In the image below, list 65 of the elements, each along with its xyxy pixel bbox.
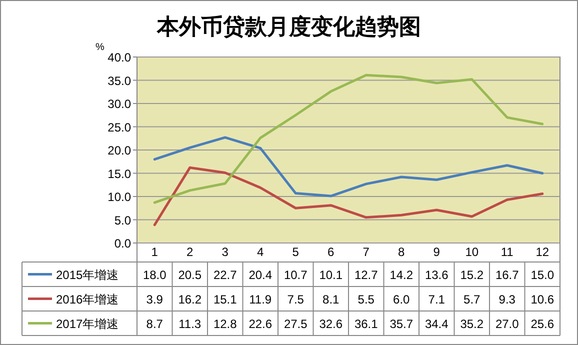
y-tick-label: 5.0: [114, 213, 132, 228]
x-tick-label: 6: [328, 245, 335, 259]
data-label: 6.0: [393, 292, 410, 306]
y-tick-label: 0.0: [114, 236, 132, 250]
data-label: 35.7: [390, 316, 414, 331]
data-label: 25.6: [530, 316, 554, 331]
x-tick-label: 9: [433, 245, 440, 259]
data-label: 11.9: [249, 292, 272, 306]
y-tick-label: 20.0: [108, 144, 132, 158]
y-axis-title: %: [96, 42, 105, 53]
y-tick-label: 35.0: [108, 74, 132, 88]
x-tick-label: 12: [536, 245, 550, 259]
x-tick-label: 1: [151, 245, 158, 259]
data-label: 12.7: [354, 268, 378, 282]
data-label: 13.6: [424, 268, 449, 282]
data-label: 36.1: [354, 316, 378, 331]
data-label: 10.6: [530, 292, 554, 306]
data-label: 27.5: [284, 316, 308, 331]
x-tick-label: 11: [500, 245, 514, 259]
data-label: 8.1: [322, 292, 340, 306]
data-label: 10.1: [319, 268, 343, 282]
data-label: 15.2: [460, 268, 484, 282]
data-label: 11.3: [178, 316, 202, 331]
y-tick-label: 40.0: [108, 50, 132, 64]
data-label: 27.0: [495, 316, 520, 331]
chart-title: 本外币贷款月度变化趋势图: [156, 14, 421, 39]
data-label: 10.7: [284, 268, 308, 282]
data-label: 3.9: [146, 292, 164, 306]
data-label: 34.4: [424, 316, 449, 331]
data-label: 15.0: [530, 268, 554, 282]
x-tick-label: 4: [257, 245, 264, 259]
x-tick-label: 2: [186, 245, 194, 259]
data-label: 18.0: [142, 268, 167, 282]
data-label: 15.1: [213, 292, 238, 306]
y-tick-label: 10.0: [108, 190, 132, 204]
data-label: 22.7: [213, 268, 238, 282]
data-label: 22.6: [248, 316, 272, 331]
data-label: 35.2: [460, 316, 484, 331]
data-label: 9.3: [498, 292, 516, 306]
data-label: 14.2: [390, 268, 414, 282]
data-label: 8.7: [146, 316, 164, 331]
data-label: 20.5: [178, 268, 202, 282]
line-series: [153, 136, 544, 198]
y-tick-label: 15.0: [108, 166, 132, 181]
x-tick-label: 8: [398, 245, 406, 259]
data-label: 32.6: [319, 316, 343, 331]
data-label: 5.7: [464, 292, 481, 306]
data-label: 5.5: [358, 292, 375, 306]
x-tick-label: 5: [292, 245, 300, 259]
y-tick-label: 30.0: [108, 97, 132, 111]
data-label: 7.5: [287, 292, 304, 306]
line-series: [153, 166, 544, 226]
x-tick-label: 10: [465, 245, 479, 259]
x-tick-label: 3: [222, 245, 229, 259]
legend-label: 2017年增速: [56, 316, 119, 331]
y-tick-label: 25.0: [108, 120, 132, 134]
x-tick-label: 7: [362, 245, 370, 259]
data-label: 7.1: [428, 292, 446, 306]
legend-label: 2016年增速: [56, 292, 119, 306]
data-label: 16.2: [178, 292, 202, 306]
data-label: 20.4: [248, 268, 272, 282]
legend-label: 2015年增速: [56, 268, 119, 282]
data-label: 12.8: [213, 316, 238, 331]
data-label: 16.7: [495, 268, 520, 282]
line-series: [153, 74, 544, 204]
